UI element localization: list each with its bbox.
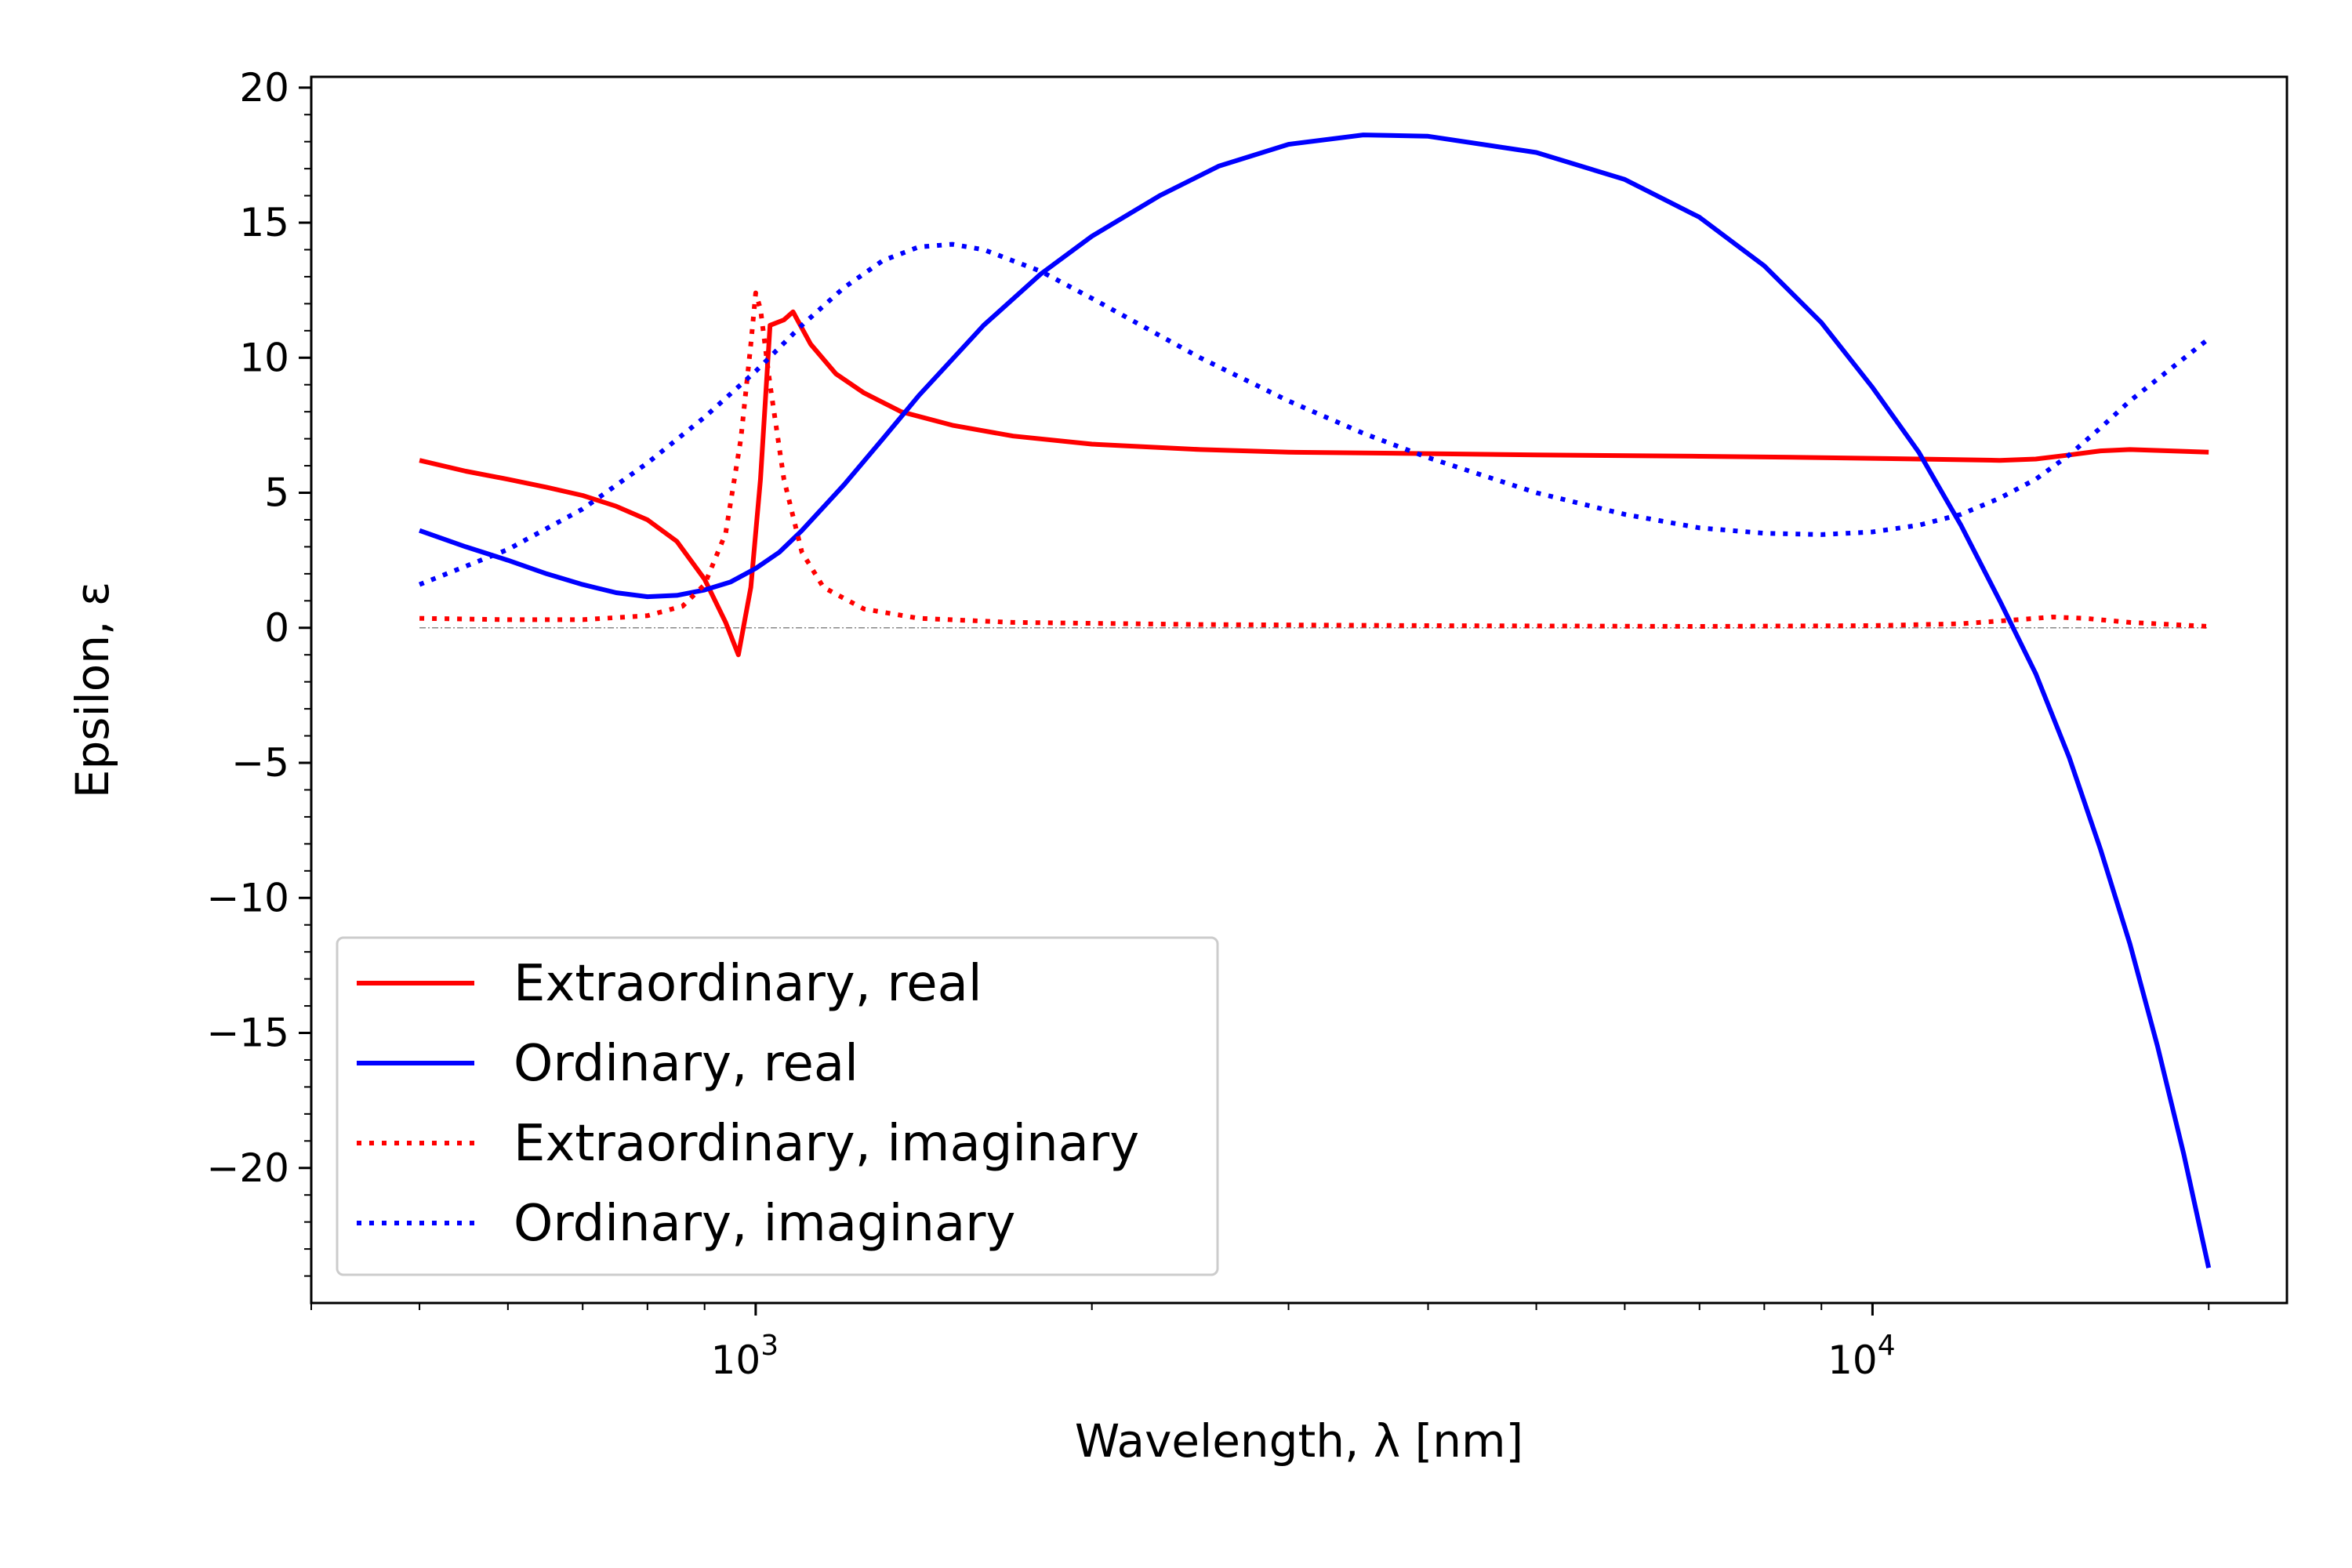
y-tick-label: 0 <box>264 605 289 651</box>
y-tick-label: 5 <box>264 470 289 516</box>
series-line-1 <box>419 309 2209 658</box>
legend-box <box>336 936 1219 1276</box>
y-axis: 20 15 10 5 0 −5 −10 −15 −20 <box>206 65 311 1191</box>
y-tick-label: 10 <box>239 335 289 380</box>
series-line-3 <box>419 290 2209 629</box>
x-tick-exponent: 3 <box>760 1330 779 1362</box>
y-tick-label: 20 <box>239 65 289 111</box>
y-axis-label: Epsilon, ε <box>66 582 119 798</box>
legend-label-2: Ordinary, real <box>514 1035 858 1093</box>
legend-label-4: Ordinary, imaginary <box>514 1195 1015 1253</box>
y-tick-label: −5 <box>231 740 289 786</box>
y-tick-label: 15 <box>239 200 289 245</box>
y-tick-label: −10 <box>206 875 289 920</box>
legend: Extraordinary, real Ordinary, real Extraor… <box>336 936 1219 1276</box>
legend-label-3: Extraordinary, imaginary <box>514 1115 1139 1173</box>
plot-lines <box>418 132 2212 1269</box>
x-axis: 103 104 <box>711 1303 1896 1383</box>
series-line-2 <box>419 132 2212 1269</box>
x-axis-label: Wavelength, λ [nm] <box>1075 1414 1523 1468</box>
y-tick-label: −20 <box>206 1145 289 1191</box>
y-tick-label: −15 <box>206 1011 289 1056</box>
x-tick-exponent: 4 <box>1878 1330 1896 1362</box>
legend-label-1: Extraordinary, real <box>514 955 982 1013</box>
plot-frame <box>310 75 2288 1305</box>
x-tick-label: 104 <box>1828 1330 1896 1383</box>
